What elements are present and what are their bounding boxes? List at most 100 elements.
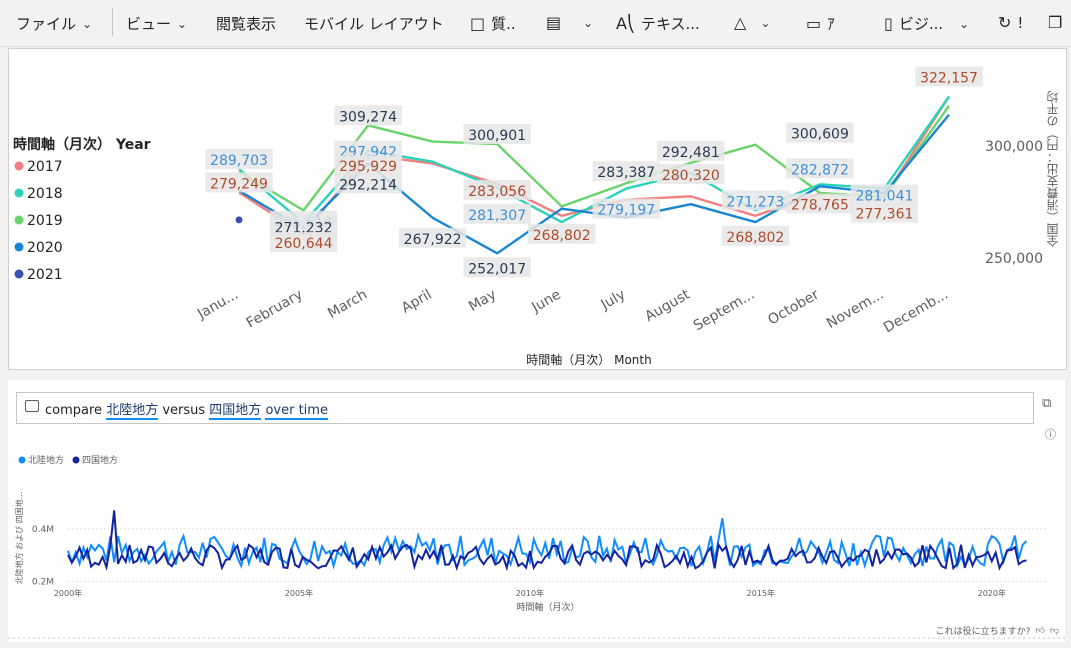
mobile-layout-button[interactable]: モバイル レイアウト — [304, 13, 444, 34]
data-label-text: 283,387 — [597, 165, 655, 181]
data-label: 295,929 — [334, 155, 402, 176]
legend-item-2021: 2021 — [27, 267, 63, 283]
ask-question-label: 質.. — [491, 15, 516, 33]
insights-button[interactable]: ▤ ⌄ — [546, 13, 593, 32]
data-label-bg — [721, 190, 790, 211]
data-label: 267,922 — [398, 227, 467, 248]
y-axis-title: 北陸地方 および 四国地... — [14, 492, 24, 585]
data-label: 292,214 — [334, 173, 402, 194]
visual-menu-label: ビジ... — [898, 15, 944, 33]
data-label: 309,274 — [334, 105, 402, 126]
x-tick-label: March — [325, 287, 370, 322]
data-label: 281,307 — [463, 203, 531, 224]
data-label: 283,387 — [592, 161, 660, 182]
data-label: 292,481 — [657, 140, 725, 161]
x-tick-label: 2020年 — [978, 588, 1006, 598]
data-label-text: 281,307 — [468, 208, 526, 224]
regional-line-chart-svg: 北陸地方 四国地方 0.4M 0.2M 北陸地方 および 四国地... 2000年 2005… — [8, 454, 1065, 639]
data-label-text: 271,273 — [726, 194, 784, 210]
visual-menu[interactable]: ▯ ビジ... ⌄ — [884, 13, 969, 34]
x-tick-label: Novem... — [824, 287, 887, 332]
comment-icon — [25, 400, 39, 412]
data-label-bg — [205, 149, 273, 170]
data-label-text: 300,609 — [791, 127, 849, 143]
data-label-text: 292,214 — [339, 177, 397, 193]
shapes-button[interactable]: △ ⌄ — [734, 13, 770, 32]
x-tick-label: July — [598, 287, 629, 314]
qna-query-text[interactable]: compare 北陸地方 versus 四国地方 over time — [45, 399, 328, 420]
data-label: 279,197 — [592, 198, 660, 219]
textbox-button[interactable]: A⎝ テキス... — [616, 13, 700, 34]
data-label-bg — [786, 193, 854, 214]
legend-marker-0 — [18, 456, 26, 464]
feedback-bar: これは役に立ちますか? 👍︎ 👎︎ — [936, 624, 1059, 638]
legend-marker-2020 — [14, 242, 24, 252]
data-label: 268,802 — [721, 225, 790, 246]
refresh-button[interactable]: ↻! — [998, 13, 1023, 32]
data-label-text: 283,056 — [468, 184, 526, 200]
info-icon[interactable]: ⓘ — [1045, 428, 1056, 441]
button-menu-label: ｱ — [827, 15, 835, 33]
data-label-text: 268,802 — [533, 228, 591, 244]
data-label-bg — [592, 198, 660, 219]
data-label-bg — [850, 184, 919, 205]
menu-view[interactable]: ビュー ⌄ — [126, 13, 187, 34]
legend-item-1: 四国地方 — [82, 454, 118, 466]
data-label-bg — [657, 140, 725, 161]
data-label: 281,041 — [850, 184, 919, 205]
button-menu[interactable]: ▭ ｱ — [806, 13, 835, 34]
thumbs-up-icon[interactable]: 👍︎ — [1035, 625, 1045, 636]
insights-icon: ▤ — [546, 13, 562, 32]
monthly-line-chart[interactable]: 時間軸（月次） Year 2017 2018 2019 2020 2021 300,000 2… — [8, 48, 1067, 370]
data-label-text: 322,157 — [920, 71, 978, 87]
window-restore-icon: ❐ — [1048, 13, 1063, 32]
qna-term-time[interactable]: over time — [265, 403, 328, 420]
data-label-text: 277,361 — [856, 207, 914, 223]
data-label-text: 281,041 — [856, 188, 914, 204]
qna-input[interactable]: compare 北陸地方 versus 四国地方 over time — [16, 392, 1034, 424]
data-label-text: 289,703 — [210, 153, 268, 169]
data-label-bg — [915, 66, 983, 87]
ask-question-button[interactable]: □ 質.. — [470, 13, 516, 34]
qna-word: versus — [158, 403, 210, 418]
x-tick-label: Janu... — [194, 287, 241, 323]
data-label-text: 279,197 — [597, 203, 655, 219]
x-tick-label: Septem... — [691, 287, 757, 335]
qna-word: compare — [45, 403, 107, 418]
data-label: 260,644 — [269, 232, 338, 253]
series-line-shikoku — [67, 510, 1027, 572]
data-label: 252,017 — [463, 257, 531, 278]
monthly-line-chart-svg: 時間軸（月次） Year 2017 2018 2019 2020 2021 300,000 2… — [13, 66, 1060, 367]
x-tick-label: 2005年 — [285, 588, 313, 598]
text-box-icon: A⎝ — [616, 14, 635, 33]
menu-file[interactable]: ファイル ⌄ — [16, 13, 92, 34]
y-tick-label: 0.4M — [32, 525, 54, 535]
turn-into-visual-icon[interactable]: ⧉ — [1042, 396, 1052, 411]
x-tick-label: 2000年 — [54, 588, 82, 598]
window-restore-button[interactable]: ❐ — [1048, 13, 1062, 32]
legend-item-2019: 2019 — [27, 213, 63, 229]
chevron-down-icon: ⌄ — [82, 16, 93, 31]
reading-view-button[interactable]: 閲覧表示 — [216, 13, 276, 34]
legend-marker-2019 — [14, 215, 24, 225]
data-label: 271,273 — [721, 190, 790, 211]
qna-term-shikoku[interactable]: 四国地方 — [209, 403, 262, 420]
thumbs-down-icon[interactable]: 👎︎ — [1049, 625, 1059, 636]
data-label-bg — [463, 257, 531, 278]
data-label-bg — [463, 124, 531, 145]
legend-item-0: 北陸地方 — [28, 454, 64, 466]
legend-item-2017: 2017 — [27, 159, 63, 175]
mobile-layout-label: モバイル レイアウト — [304, 15, 444, 33]
menu-file-label: ファイル — [16, 15, 77, 33]
data-label-bg — [269, 232, 338, 253]
legend-marker-2017 — [14, 161, 24, 171]
data-label-bg — [592, 161, 660, 182]
data-label: 280,320 — [657, 164, 725, 185]
qna-term-hokuriku[interactable]: 北陸地方 — [106, 403, 159, 420]
chevron-down-icon: ⌄ — [177, 16, 188, 31]
data-label-bg — [850, 202, 919, 223]
series-point-2021 — [235, 216, 243, 224]
legend-marker-2018 — [14, 188, 24, 198]
x-tick-label: June — [528, 287, 563, 317]
data-label-text: 292,481 — [662, 145, 720, 161]
